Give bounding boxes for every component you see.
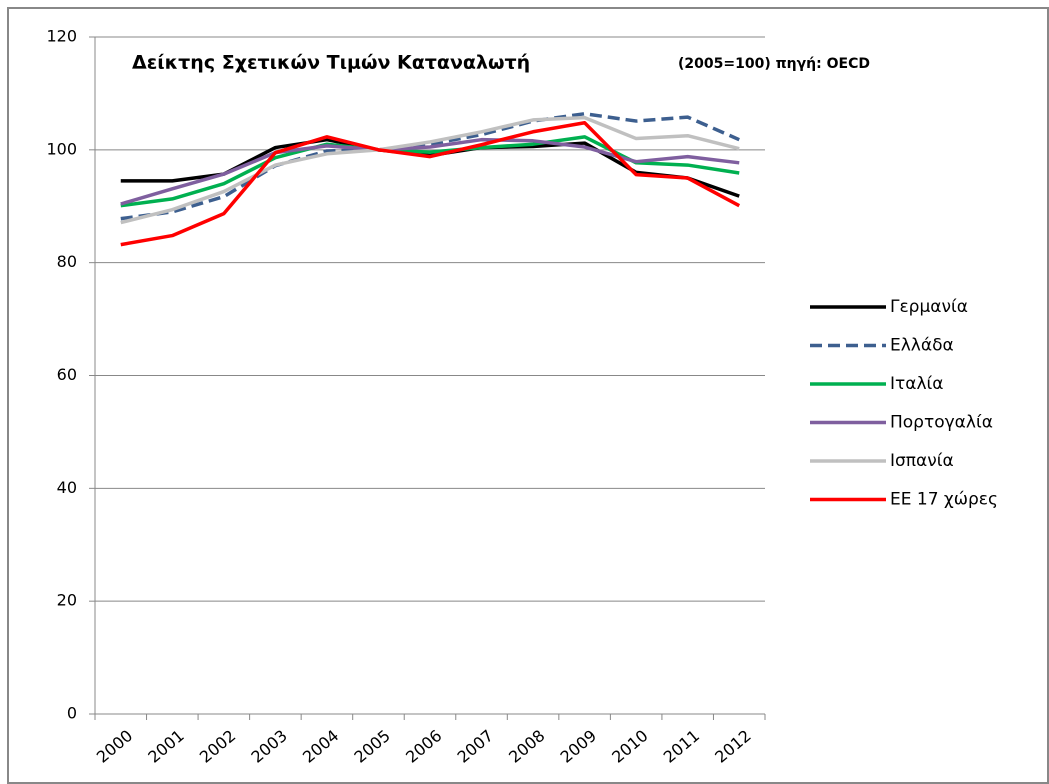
legend-label: Πορτογαλία [890, 413, 993, 433]
y-tick-label: 100 [46, 139, 77, 158]
y-tick-label: 80 [57, 252, 77, 271]
legend-label: Ελλάδα [890, 336, 954, 356]
y-tick-label: 40 [57, 478, 77, 497]
legend-label: Ιταλία [890, 374, 943, 394]
series-line [120, 121, 741, 247]
legend-label: Ισπανία [890, 451, 954, 471]
y-tick-label: 0 [67, 704, 77, 723]
legend-label: Γερμανία [890, 297, 968, 317]
chart-frame [7, 7, 1049, 784]
series-line [120, 137, 740, 206]
y-tick-label: 60 [57, 365, 77, 384]
series-line [120, 115, 740, 225]
chart-title: Δείκτης Σχετικών Τιμών Καταναλωτή [132, 52, 530, 74]
chart-subtitle: (2005=100) πηγή: OECD [678, 56, 870, 72]
y-tick-label: 120 [46, 27, 77, 46]
y-tick-label: 20 [57, 591, 77, 610]
legend-label: ΕΕ 17 χώρες [890, 490, 998, 510]
series-line [120, 111, 740, 221]
